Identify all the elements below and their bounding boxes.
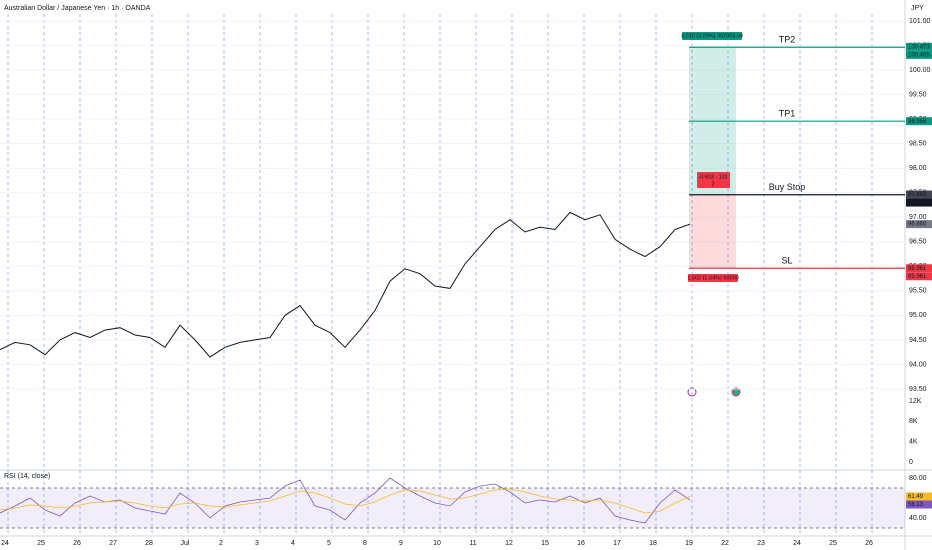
date-label: 26	[865, 540, 873, 547]
date-label: 19	[685, 540, 693, 547]
rsi-tag	[906, 492, 932, 501]
profit-label-box	[682, 32, 742, 40]
entry-label-box	[697, 172, 730, 188]
level-name: Buy Stop	[769, 182, 806, 192]
rsi-tick-label: 40.00	[909, 515, 927, 522]
price-tick-label: 97.00	[909, 214, 927, 221]
date-label: 12	[505, 540, 513, 547]
entry-label: -0.603 · 131	[698, 174, 728, 180]
date-label: Jul	[181, 540, 190, 547]
price-tag-label: 95.961	[908, 266, 927, 272]
date-label: 8	[363, 540, 367, 547]
currency: JPY	[911, 5, 924, 12]
price-tag-label: 97.463	[908, 192, 927, 198]
event-icon[interactable]	[731, 387, 741, 397]
date-label: 25	[37, 540, 45, 547]
volume-tick-label: 8K	[909, 418, 918, 425]
date-label: 16	[577, 540, 585, 547]
rsi-tag-label: 61.49	[908, 494, 924, 500]
date-label: 2	[219, 540, 223, 547]
date-label: 18	[649, 540, 657, 547]
profit-label: 3.010 (3.09%) 302003.99	[681, 33, 743, 39]
rsi-band	[0, 488, 905, 528]
price-tick-label: 98.50	[909, 141, 927, 148]
price-tag	[906, 272, 932, 281]
date-label: 4	[291, 540, 295, 547]
price-tag-label: 98.958	[908, 119, 927, 125]
price-tick-label: 96.50	[909, 239, 927, 246]
price-tag	[906, 190, 932, 199]
rsi-title: RSI (14, close)	[4, 473, 50, 480]
price-tag	[906, 42, 932, 51]
entry-sublabel: 2	[711, 181, 714, 187]
price-tag-label: 96.860	[908, 222, 927, 228]
date-label: 22	[721, 540, 729, 547]
date-label: 26	[73, 540, 81, 547]
price-tag	[906, 198, 932, 207]
symbol-title: Australian Dollar / Japanese Yen · 1h · …	[4, 5, 151, 12]
level-name: SL	[781, 256, 792, 266]
date-label: 5	[327, 540, 331, 547]
date-label: 23	[757, 540, 765, 547]
price-tag	[906, 117, 932, 126]
loss-label: 1.502 (1.54%) 99000	[687, 275, 738, 281]
rsi-tick-label: 80.00	[909, 475, 927, 482]
price-tag-label: 100.465	[908, 52, 930, 58]
price-tag	[906, 220, 932, 229]
price-tag-label: 95.961	[908, 274, 927, 280]
date-label: 11	[469, 540, 476, 547]
series-line	[0, 211, 691, 358]
event-icon[interactable]	[687, 387, 697, 397]
date-label: 24	[793, 540, 801, 547]
price-tick-label: 95.00	[909, 312, 927, 319]
date-label: 27	[109, 540, 117, 547]
price-tick-label: 100.00	[909, 67, 931, 74]
series-line	[0, 477, 691, 524]
volume-tick-label: 12K	[909, 398, 922, 405]
price-tick-label: 93.50	[909, 386, 927, 393]
price-tag	[906, 264, 932, 273]
date-label: 24	[1, 540, 9, 547]
price-tick-label: 95.50	[909, 288, 927, 295]
loss-label-box	[688, 274, 738, 282]
price-tag-label: 97.459	[908, 200, 927, 206]
date-label: 25	[829, 540, 837, 547]
price-tag	[906, 50, 932, 59]
series-line	[0, 488, 691, 514]
price-tick-label: 99.50	[909, 91, 927, 98]
price-tick-label: 94.00	[909, 361, 927, 368]
level-name: TP1	[779, 109, 796, 119]
volume-tick-label: 4K	[909, 439, 918, 446]
date-label: 9	[399, 540, 403, 547]
volume-tick-label: 0	[909, 459, 913, 466]
loss-zone	[689, 194, 736, 269]
price-tick-label: 98.00	[909, 165, 927, 172]
level-name: TP2	[779, 35, 796, 45]
rsi-tag	[906, 500, 932, 509]
date-label: 3	[255, 540, 259, 547]
price-tick-label: 94.50	[909, 337, 927, 344]
rsi-tag-label: 58.13	[908, 502, 924, 508]
date-label: 15	[541, 540, 549, 547]
date-label: 28	[145, 540, 153, 547]
price-tick-label: 101.00	[909, 18, 931, 25]
price-tag-label: 100.473	[908, 44, 930, 50]
date-label: 17	[613, 540, 621, 547]
date-label: 10	[433, 540, 441, 547]
